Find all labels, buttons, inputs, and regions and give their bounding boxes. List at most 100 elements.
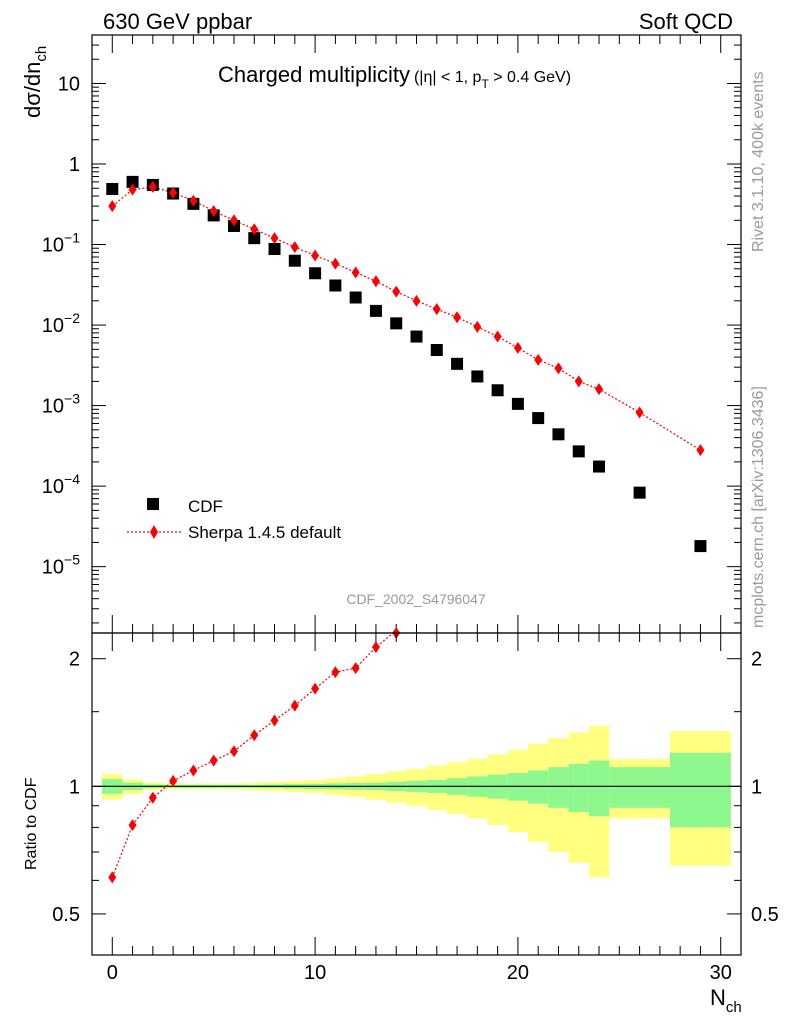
chart-title-sub-end: > 0.4 GeV)	[489, 69, 571, 86]
ratio-ytick-label-left: 1	[69, 776, 80, 798]
sherpa-point	[108, 200, 117, 213]
cdf-point	[309, 267, 322, 280]
main-data-marks	[106, 175, 707, 553]
ratio-point	[148, 791, 157, 804]
cdf-point	[572, 445, 585, 458]
ratio-ytick-label-right: 2	[751, 649, 762, 671]
cdf-point	[430, 344, 443, 357]
ratio-ytick-label-right: 1	[751, 776, 762, 798]
main-ytick-label: 10−2	[42, 310, 80, 337]
chart-title: Charged multiplicity (|η| < 1, pT > 0.4 G…	[218, 62, 571, 91]
cdf-point	[471, 370, 484, 383]
main-ytick-label-exp: −3	[64, 391, 80, 407]
ratio-point	[371, 641, 380, 654]
chart-title-sub: (|η| < 1, p	[414, 69, 482, 86]
sherpa-point	[311, 249, 320, 262]
ratio-point	[250, 729, 259, 742]
ratio-point	[189, 764, 198, 777]
sherpa-point	[229, 214, 238, 227]
sherpa-point	[290, 241, 299, 254]
ratio-point	[209, 754, 218, 767]
cdf-point	[369, 304, 382, 317]
legend-sherpa-label: Sherpa 1.4.5 default	[188, 523, 341, 542]
sherpa-point	[595, 383, 604, 396]
ratio-point	[270, 714, 279, 727]
legend-sherpa-marker	[150, 525, 158, 539]
main-ytick-label: 10−1	[42, 230, 80, 257]
cdf-point	[511, 397, 524, 410]
cdf-point	[552, 428, 565, 441]
ratio-xlabel: Nch	[710, 985, 742, 1016]
sherpa-point	[574, 375, 583, 388]
chart-title-main: Charged multiplicity	[218, 62, 410, 87]
cdf-point	[491, 384, 504, 397]
main-ytick-label-exp: −1	[64, 230, 80, 246]
ratio-xtick-label: 20	[507, 962, 529, 984]
sherpa-point	[128, 183, 137, 196]
main-ytick-label-exp: −4	[64, 471, 80, 487]
ratio-ticks: 0.5 0.51 12 20 10 20 30	[52, 633, 779, 984]
main-ytick-label-base: 10	[42, 396, 64, 418]
ratio-band-inner	[528, 770, 549, 804]
ratio-band-inner	[548, 767, 569, 808]
ratio-point	[169, 774, 178, 787]
ratio-panel: 0.5 0.51 12 20 10 20 30 Ratio to CDF Nch	[23, 627, 779, 1016]
cdf-point	[349, 291, 362, 304]
main-ylabel-text: dσ/dn	[20, 62, 45, 118]
main-ytick-label: 10−4	[42, 471, 80, 498]
ratio-ylabel: Ratio to CDF	[23, 777, 40, 870]
main-ylabel-sub: ch	[33, 46, 50, 62]
cdf-point	[451, 357, 464, 370]
sherpa-point	[392, 285, 401, 298]
header-right: Soft QCD	[639, 9, 733, 34]
side-label-mcplots: mcplots.cern.ch [arXiv:1306.3436]	[750, 386, 767, 628]
cdf-point	[390, 317, 403, 330]
main-ytick-label: 1	[69, 154, 80, 176]
cdf-point	[126, 175, 139, 188]
main-ytick-label: 10−3	[42, 391, 80, 418]
header-left: 630 GeV ppbar	[103, 9, 252, 34]
ratio-xtick-label: 30	[710, 962, 732, 984]
sherpa-point	[696, 444, 705, 457]
sherpa-point	[432, 303, 441, 316]
cdf-point	[106, 182, 119, 195]
analysis-id: CDF_2002_S4796047	[346, 591, 486, 607]
ratio-point	[128, 819, 137, 832]
ratio-xlabel-sub: ch	[726, 999, 742, 1016]
cdf-point	[532, 412, 545, 425]
sherpa-point	[270, 232, 279, 245]
main-ytick-label-exp: −5	[64, 552, 80, 568]
sherpa-line	[111, 186, 701, 451]
ratio-ytick-label-left: 0.5	[52, 904, 80, 926]
sherpa-point	[412, 294, 421, 307]
ratio-point	[331, 666, 340, 679]
cdf-point	[410, 330, 423, 343]
main-ytick-label-base: 10	[42, 557, 64, 579]
ratio-bands	[92, 725, 741, 878]
cdf-point	[288, 254, 301, 267]
sherpa-point	[473, 320, 482, 333]
ratio-line	[111, 632, 394, 878]
ratio-xlabel-text: N	[710, 985, 726, 1010]
sherpa-point	[351, 266, 360, 279]
ratio-point	[351, 662, 360, 675]
ratio-band-inner	[670, 752, 731, 828]
legend-cdf-marker	[147, 498, 159, 510]
ratio-band-inner	[609, 767, 671, 808]
sherpa-point	[635, 406, 644, 419]
ratio-point	[229, 745, 238, 758]
ratio-ytick-label-left: 2	[69, 649, 80, 671]
legend-cdf-label: CDF	[188, 497, 223, 516]
sherpa-point	[554, 362, 563, 375]
ratio-point	[290, 699, 299, 712]
main-ytick-label-base: 10	[42, 235, 64, 257]
cdf-point	[694, 540, 707, 553]
sherpa-point	[331, 257, 340, 270]
cdf-point	[248, 232, 261, 245]
sherpa-point	[493, 330, 502, 343]
sherpa-point	[371, 275, 380, 288]
cdf-point	[268, 243, 281, 256]
ratio-xtick-label: 0	[107, 962, 118, 984]
sherpa-point	[534, 353, 543, 366]
